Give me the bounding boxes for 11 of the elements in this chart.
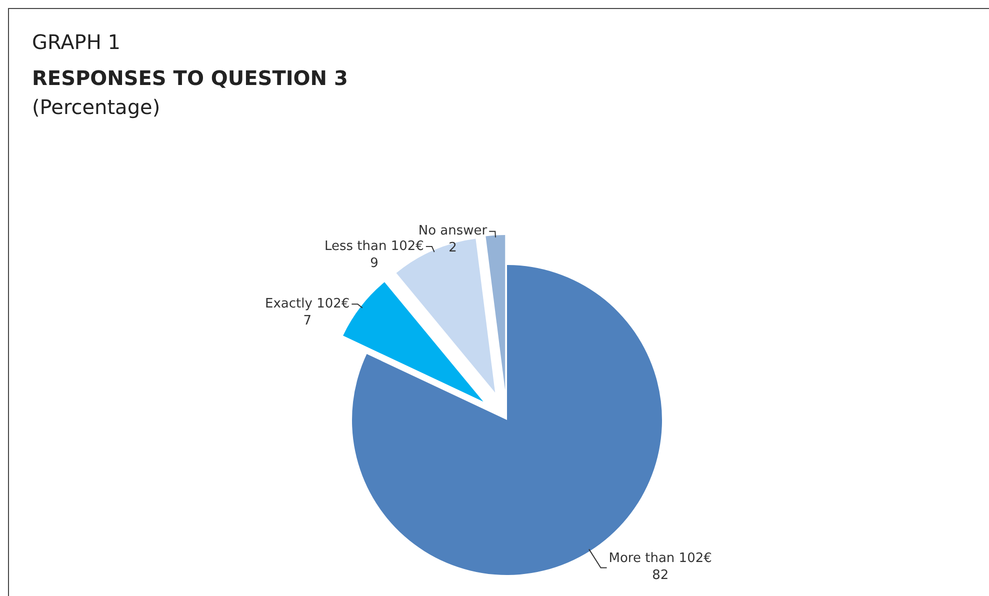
slice-label: More than 102€ <box>608 551 712 566</box>
data-label: 82 <box>652 568 669 584</box>
data-label: 9 <box>370 256 378 271</box>
text: (Percentage) <box>32 95 160 119</box>
chart-title: RESPONSES TO QUESTION 3 <box>32 66 348 90</box>
caption: GRAPH 1 <box>32 30 120 54</box>
slice-label: Less than 102€ <box>324 238 424 254</box>
data-label: 2 <box>448 240 457 256</box>
data-label: 7 <box>303 314 312 329</box>
slice-label: Exactly 102€ <box>265 296 350 312</box>
slice-label: No answer <box>418 224 488 239</box>
